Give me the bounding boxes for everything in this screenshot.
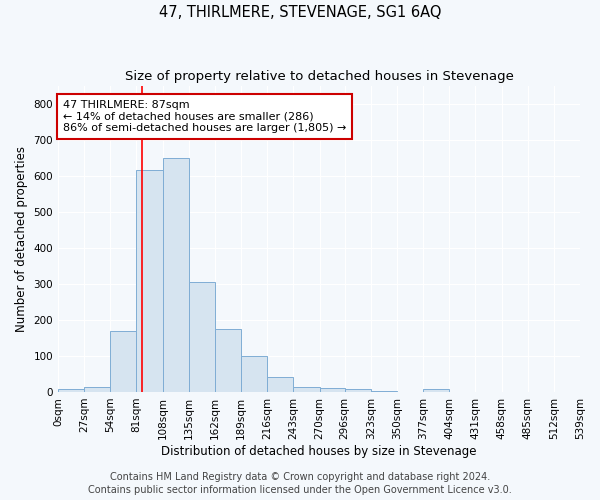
- Bar: [136, 170, 163, 392]
- Bar: [423, 389, 449, 392]
- Title: Size of property relative to detached houses in Stevenage: Size of property relative to detached ho…: [125, 70, 514, 83]
- Bar: [320, 388, 344, 392]
- Bar: [293, 386, 320, 392]
- Bar: [84, 386, 110, 392]
- Text: 47, THIRLMERE, STEVENAGE, SG1 6AQ: 47, THIRLMERE, STEVENAGE, SG1 6AQ: [159, 5, 441, 20]
- Bar: [371, 391, 397, 392]
- Bar: [241, 356, 267, 392]
- Bar: [163, 158, 189, 392]
- Text: 47 THIRLMERE: 87sqm
← 14% of detached houses are smaller (286)
86% of semi-detac: 47 THIRLMERE: 87sqm ← 14% of detached ho…: [63, 100, 346, 133]
- Y-axis label: Number of detached properties: Number of detached properties: [15, 146, 28, 332]
- Bar: [215, 329, 241, 392]
- Bar: [58, 389, 84, 392]
- Bar: [344, 390, 371, 392]
- Text: Contains HM Land Registry data © Crown copyright and database right 2024.
Contai: Contains HM Land Registry data © Crown c…: [88, 472, 512, 495]
- Bar: [267, 377, 293, 392]
- X-axis label: Distribution of detached houses by size in Stevenage: Distribution of detached houses by size …: [161, 444, 477, 458]
- Bar: [189, 282, 215, 392]
- Bar: [110, 330, 136, 392]
